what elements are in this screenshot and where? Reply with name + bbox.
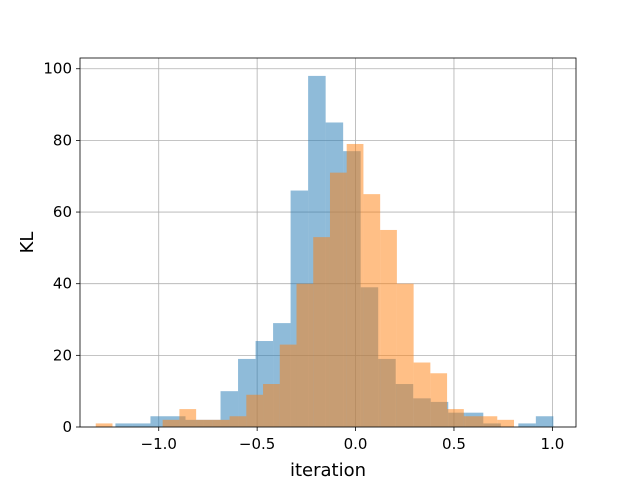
- histogram-bar: [447, 409, 464, 427]
- histogram-bar: [212, 419, 230, 427]
- histogram-bar: [95, 423, 113, 427]
- histogram-bar: [396, 283, 414, 427]
- histogram-bar: [162, 419, 180, 427]
- x-tick-label: 1.0: [540, 435, 564, 453]
- histogram-bar: [229, 416, 247, 427]
- y-tick-label: 100: [43, 60, 72, 78]
- x-axis-label: iteration: [290, 460, 366, 480]
- histogram-bar: [363, 194, 381, 427]
- x-tick-label: −0.5: [239, 435, 275, 453]
- histogram-bar: [535, 416, 554, 427]
- histogram-bar: [380, 229, 397, 427]
- x-tick-label: 0.5: [442, 435, 466, 453]
- y-tick-label: 80: [53, 131, 72, 149]
- histogram-bar: [346, 143, 364, 427]
- histogram-bar: [115, 423, 133, 427]
- histogram-series-2: [95, 143, 514, 427]
- histogram-bar: [313, 237, 330, 427]
- axis-ticks: −1.0 −0.5 0.0 0.5 1.0 0 20 40 60 80 100: [43, 60, 564, 453]
- histogram-bar: [132, 423, 151, 427]
- y-axis-label: KL: [17, 232, 38, 254]
- histogram-bar: [296, 283, 314, 427]
- histogram-bars: [95, 75, 554, 427]
- x-tick-label: 0.0: [344, 435, 368, 453]
- histogram-bar: [279, 344, 297, 427]
- y-tick-label: 40: [53, 275, 72, 293]
- y-tick-label: 60: [53, 203, 72, 221]
- histogram-bar: [196, 419, 213, 427]
- histogram-bar: [179, 409, 197, 427]
- y-tick-label: 20: [53, 346, 72, 364]
- histogram-bar: [518, 423, 536, 427]
- histogram-bar: [497, 419, 514, 427]
- histogram-bar: [480, 416, 498, 427]
- histogram-bar: [246, 394, 264, 427]
- axes-frame: [79, 57, 577, 428]
- histogram-bar: [263, 384, 280, 427]
- x-tick-label: −1.0: [141, 435, 177, 453]
- histogram-bar: [413, 362, 431, 427]
- y-tick-label: 0: [62, 418, 72, 436]
- histogram-bar: [463, 416, 481, 427]
- histogram-bar: [150, 416, 168, 427]
- histogram-bar: [329, 172, 347, 427]
- histogram-bar: [430, 373, 448, 427]
